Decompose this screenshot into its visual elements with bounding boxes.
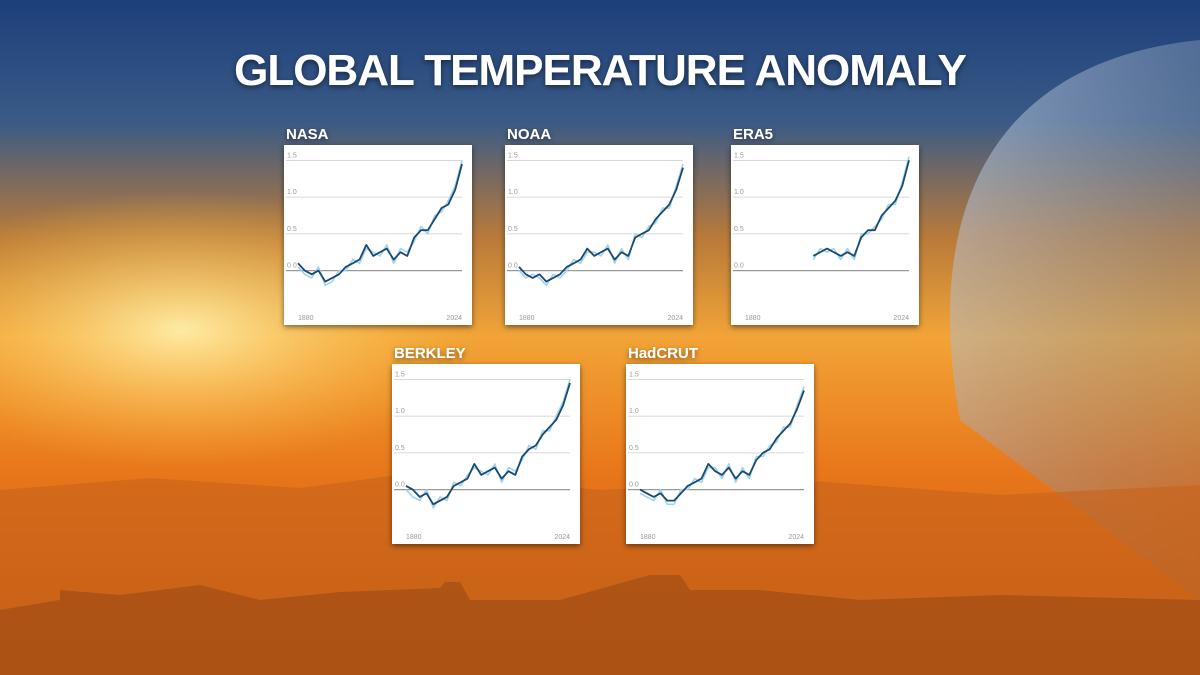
panel-title: HadCRUT bbox=[628, 345, 698, 362]
panel-title: NOAA bbox=[507, 126, 551, 143]
y-tick-label: 1.5 bbox=[287, 152, 297, 159]
x-tick-label: 1880 bbox=[298, 315, 314, 322]
y-tick-label: 1.0 bbox=[734, 189, 744, 196]
chart-panel: NOAA 0.0 0.5 1.0 1.5 1880 2024 bbox=[505, 126, 693, 325]
series-line bbox=[297, 163, 463, 283]
headline: GLOBAL TEMPERATURE ANOMALY bbox=[234, 46, 966, 95]
series-line bbox=[405, 382, 571, 506]
x-tick-label: 2024 bbox=[667, 315, 683, 322]
panel-background bbox=[505, 145, 693, 325]
y-tick-label: 1.0 bbox=[287, 189, 297, 196]
series-line bbox=[812, 160, 910, 257]
decor-arc bbox=[950, 40, 1200, 600]
y-tick-label: 1.5 bbox=[508, 152, 518, 159]
y-tick-label: 0.5 bbox=[287, 226, 297, 233]
y-tick-label: 0.5 bbox=[395, 445, 405, 452]
y-tick-label: 0.0 bbox=[629, 482, 639, 489]
series-line bbox=[518, 163, 684, 287]
panel-background bbox=[392, 364, 580, 544]
chart-panel: HadCRUT 0.0 0.5 1.0 1.5 1880 2024 bbox=[626, 345, 814, 544]
y-tick-label: 1.0 bbox=[395, 408, 405, 415]
panel-background bbox=[731, 145, 919, 325]
city-skyline bbox=[0, 575, 1200, 675]
y-tick-label: 0.0 bbox=[734, 263, 744, 270]
y-tick-label: 1.0 bbox=[629, 408, 639, 415]
series-line bbox=[518, 167, 684, 283]
y-tick-label: 0.0 bbox=[508, 263, 518, 270]
panel-background bbox=[284, 145, 472, 325]
y-tick-label: 1.5 bbox=[395, 371, 405, 378]
x-tick-label: 2024 bbox=[788, 534, 804, 541]
panel-background bbox=[626, 364, 814, 544]
panel-title: ERA5 bbox=[733, 126, 773, 143]
y-tick-label: 0.5 bbox=[508, 226, 518, 233]
y-tick-label: 0.0 bbox=[287, 263, 297, 270]
chart-panel: NASA 0.0 0.5 1.0 1.5 1880 2024 bbox=[284, 126, 472, 325]
series-line bbox=[405, 379, 571, 509]
panel-title: NASA bbox=[286, 126, 329, 143]
panels: NASA 0.0 0.5 1.0 1.5 1880 2024 NOAA 0.0 0.5 1.0 1.5… bbox=[284, 126, 919, 544]
x-tick-label: 1880 bbox=[640, 534, 656, 541]
y-tick-label: 0.5 bbox=[629, 445, 639, 452]
series-line bbox=[639, 386, 805, 506]
x-tick-label: 1880 bbox=[406, 534, 422, 541]
y-tick-label: 0.0 bbox=[395, 482, 405, 489]
y-tick-label: 1.5 bbox=[734, 152, 744, 159]
x-tick-label: 2024 bbox=[893, 315, 909, 322]
y-tick-label: 0.5 bbox=[734, 226, 744, 233]
panel-title: BERKLEY bbox=[394, 345, 466, 362]
y-tick-label: 1.5 bbox=[629, 371, 639, 378]
chart-panel: BERKLEY 0.0 0.5 1.0 1.5 1880 2024 bbox=[392, 345, 580, 544]
x-tick-label: 1880 bbox=[745, 315, 761, 322]
x-tick-label: 2024 bbox=[446, 315, 462, 322]
series-line bbox=[297, 160, 463, 287]
y-tick-label: 1.0 bbox=[508, 189, 518, 196]
series-line bbox=[639, 390, 805, 502]
x-tick-label: 1880 bbox=[519, 315, 535, 322]
x-tick-label: 2024 bbox=[554, 534, 570, 541]
chart-panel: ERA5 0.0 0.5 1.0 1.5 1880 2024 bbox=[731, 126, 919, 325]
